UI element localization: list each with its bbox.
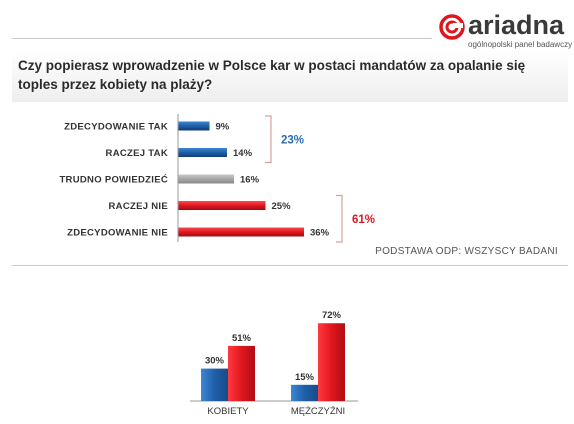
category-label: TRUDNO POWIEDZIEĆ	[59, 174, 168, 186]
category-label: ZDECYDOWANIE TAK	[64, 122, 168, 133]
value-label: 36%	[310, 228, 330, 239]
bar	[201, 368, 228, 401]
value-label: 9%	[216, 122, 230, 133]
category-label: MĘŻCZYŹNI	[291, 406, 345, 417]
category-label: ZDECYDOWANIE NIE	[67, 228, 168, 239]
category-label: RACZEJ NIE	[109, 201, 168, 212]
bar	[178, 148, 227, 157]
basis-note: PODSTAWA ODP: WSZYSCY BADANI	[375, 246, 558, 257]
bar	[178, 121, 210, 131]
group-bracket	[265, 115, 272, 164]
value-label: 14%	[233, 148, 253, 159]
bar	[318, 323, 345, 401]
value-label: 16%	[240, 175, 260, 186]
bar	[228, 345, 255, 401]
section-divider	[12, 265, 568, 266]
question-text: Czy popierasz wprowadzenie w Polsce kar …	[18, 58, 526, 92]
logo-tagline: ogólnopolski panel badawczy	[468, 40, 573, 49]
logo-wordmark: ariadna	[468, 10, 565, 40]
bar	[178, 174, 234, 184]
category-label: KOBIETY	[207, 406, 249, 417]
value-label: 15%	[295, 372, 315, 383]
value-label: 72%	[322, 310, 342, 321]
ariadna-logo: ariadna ogólnopolski panel badawczy	[438, 10, 572, 50]
value-label: 51%	[232, 333, 252, 344]
question-band	[12, 50, 568, 102]
value-label: 25%	[272, 201, 292, 212]
group-total-label: 61%	[352, 214, 375, 226]
group-total-label: 23%	[281, 134, 304, 146]
value-label: 30%	[205, 356, 225, 367]
bar	[178, 227, 304, 237]
spiral-icon	[439, 14, 465, 40]
header-divider	[12, 38, 432, 39]
bar	[178, 201, 266, 210]
bar	[291, 384, 318, 401]
category-label: RACZEJ TAK	[106, 148, 168, 159]
group-bracket	[336, 194, 343, 243]
